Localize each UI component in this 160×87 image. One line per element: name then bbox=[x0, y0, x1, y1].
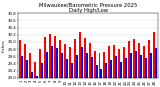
Bar bbox=[125, 58, 127, 78]
Bar bbox=[138, 43, 140, 78]
Bar bbox=[108, 46, 110, 78]
Bar bbox=[113, 45, 115, 78]
Bar bbox=[71, 64, 73, 78]
Bar bbox=[94, 51, 96, 78]
Bar bbox=[69, 47, 71, 78]
Bar bbox=[41, 63, 43, 78]
Bar bbox=[46, 52, 48, 78]
Bar bbox=[135, 51, 137, 78]
Bar bbox=[59, 40, 61, 78]
Bar bbox=[91, 57, 93, 78]
Bar bbox=[123, 47, 125, 78]
Bar bbox=[51, 46, 53, 78]
Bar bbox=[49, 34, 51, 78]
Bar bbox=[34, 62, 36, 78]
Bar bbox=[89, 43, 91, 78]
Bar bbox=[150, 53, 152, 78]
Bar bbox=[31, 72, 33, 78]
Bar bbox=[21, 56, 23, 78]
Bar bbox=[84, 38, 86, 78]
Bar bbox=[29, 53, 31, 78]
Bar bbox=[56, 48, 58, 78]
Bar bbox=[79, 32, 81, 78]
Bar bbox=[115, 56, 117, 78]
Bar bbox=[145, 58, 147, 78]
Bar bbox=[120, 62, 122, 78]
Bar bbox=[130, 53, 132, 78]
Bar bbox=[44, 37, 46, 78]
Bar bbox=[118, 49, 120, 78]
Bar bbox=[61, 53, 63, 78]
Bar bbox=[24, 44, 26, 78]
Bar bbox=[74, 39, 76, 78]
Bar bbox=[64, 44, 66, 78]
Title: Milwaukee/Barometric Pressure 2025
Daily High/Low: Milwaukee/Barometric Pressure 2025 Daily… bbox=[39, 2, 137, 13]
Bar bbox=[143, 46, 145, 78]
Bar bbox=[155, 48, 157, 78]
Y-axis label: Inches: Inches bbox=[2, 39, 6, 52]
Bar bbox=[110, 60, 112, 78]
Bar bbox=[128, 41, 130, 78]
Bar bbox=[81, 47, 83, 78]
Bar bbox=[104, 52, 105, 78]
Bar bbox=[54, 35, 56, 78]
Bar bbox=[153, 32, 155, 78]
Bar bbox=[99, 53, 100, 78]
Bar bbox=[100, 69, 102, 78]
Bar bbox=[66, 59, 68, 78]
Bar bbox=[133, 39, 135, 78]
Bar bbox=[86, 53, 88, 78]
Bar bbox=[19, 40, 21, 78]
Bar bbox=[76, 55, 78, 78]
Bar bbox=[26, 60, 28, 78]
Bar bbox=[96, 65, 97, 78]
Bar bbox=[140, 55, 142, 78]
Bar bbox=[36, 76, 38, 78]
Bar bbox=[39, 49, 41, 78]
Bar bbox=[105, 64, 107, 78]
Bar bbox=[148, 40, 150, 78]
